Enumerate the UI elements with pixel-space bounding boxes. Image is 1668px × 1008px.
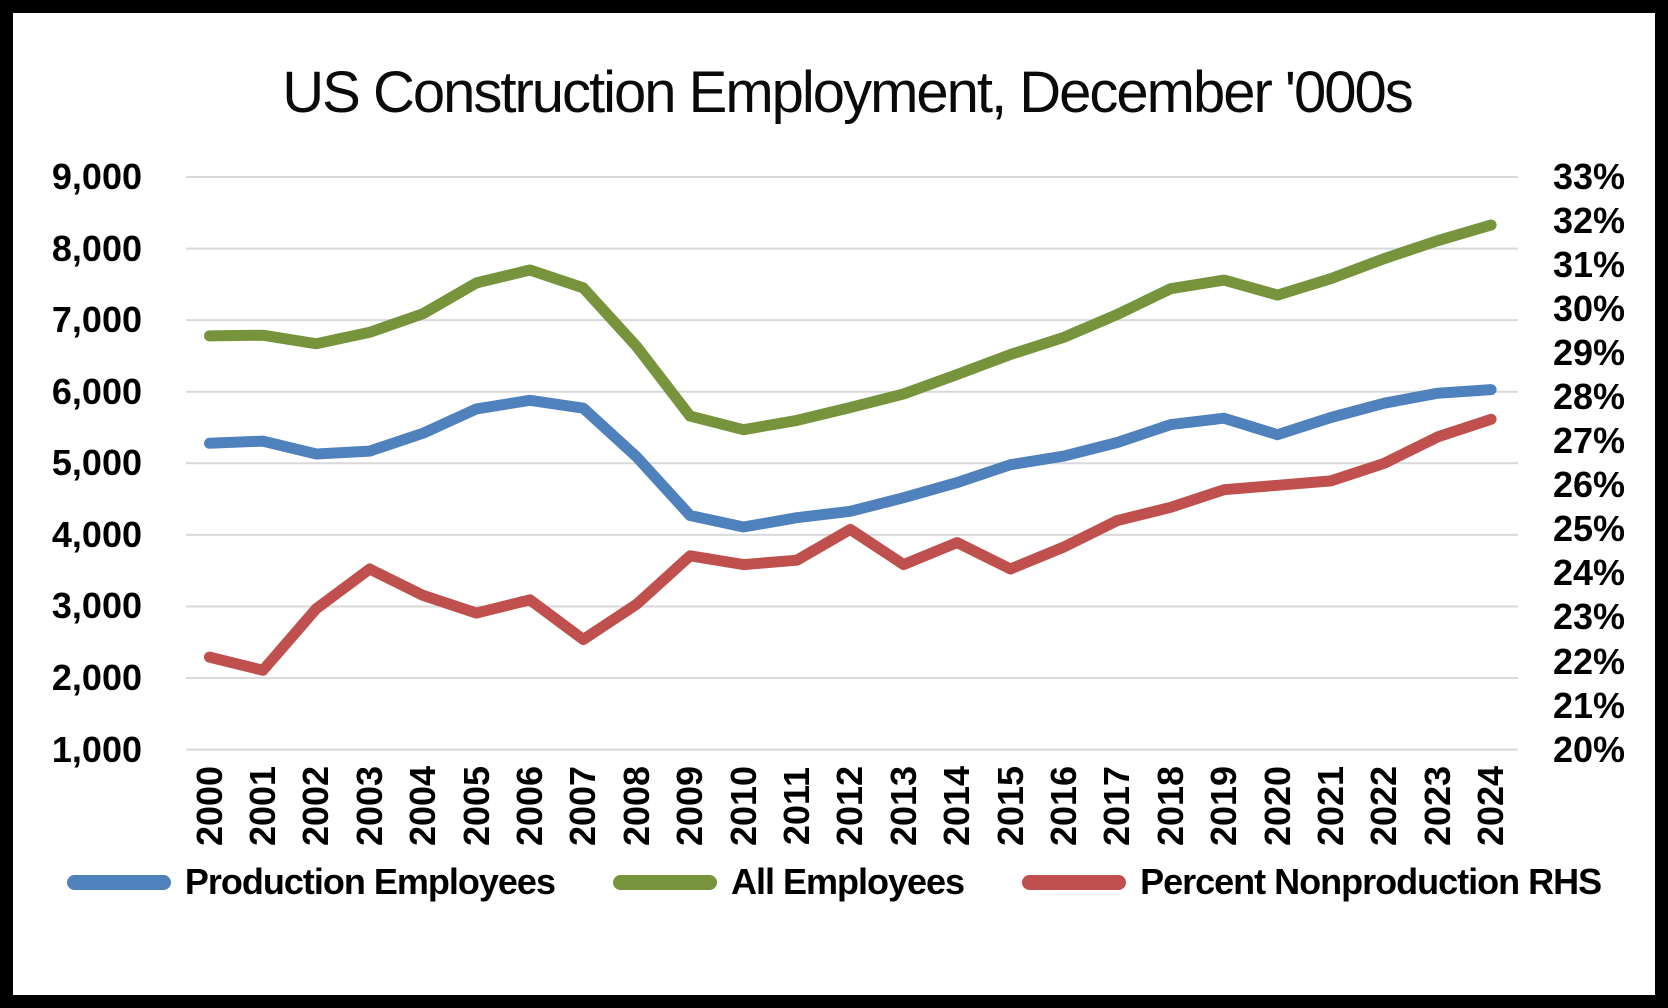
right-axis-tick-label: 32% (1553, 200, 1626, 242)
left-axis-tick-label: 3,000 (51, 585, 142, 627)
series-line-all-employees (204, 219, 1497, 436)
left-axis-tick-label: 5,000 (51, 442, 142, 484)
right-axis-tick-label: 25% (1553, 508, 1626, 550)
legend: Production Employees All Employees Perce… (0, 852, 1668, 912)
legend-item-percent-nonproduction: Percent Nonproduction RHS (1022, 861, 1602, 903)
legend-label: All Employees (730, 861, 965, 902)
right-axis-tick-label: 26% (1553, 464, 1626, 506)
right-axis-tick-label: 28% (1553, 376, 1626, 418)
right-axis-tick-label: 27% (1553, 420, 1626, 462)
left-axis-tick-label: 8,000 (51, 227, 142, 269)
left-axis-tick-label: 1,000 (51, 728, 142, 770)
right-axis-tick-label: 21% (1553, 684, 1626, 726)
legend-item-production-employees: Production Employees (66, 861, 556, 903)
chart-title: US Construction Employment, December '00… (282, 60, 1413, 125)
left-axis-tick-label: 6,000 (51, 370, 142, 412)
right-axis-tick-label: 20% (1553, 728, 1626, 770)
right-axis-tick-label: 30% (1553, 288, 1626, 330)
legend-label: Percent Nonproduction RHS (1140, 861, 1602, 902)
legend-label: Production Employees (184, 861, 556, 902)
all-employees-line-swatch (612, 874, 717, 890)
legend-item-all-employees: All Employees (612, 861, 965, 903)
series-line-percent-nonproduction-rhs (204, 413, 1497, 676)
right-axis-tick-label: 29% (1553, 332, 1626, 374)
right-axis-tick-label: 33% (1553, 156, 1626, 197)
right-axis-tick-label: 31% (1553, 244, 1626, 286)
right-axis-tick-label: 22% (1553, 640, 1626, 682)
left-axis-tick-label: 4,000 (51, 513, 142, 555)
left-axis-tick-label: 2,000 (51, 657, 142, 699)
right-axis-tick-label: 24% (1553, 552, 1626, 594)
left-axis-tick-label: 9,000 (51, 156, 142, 197)
percent-nonproduction-line-swatch (1022, 874, 1127, 890)
series-line-production-employees (204, 384, 1497, 533)
right-axis-tick-label: 23% (1553, 596, 1626, 638)
left-axis-tick-label: 7,000 (51, 299, 142, 341)
production-employees-line-swatch (66, 874, 171, 890)
